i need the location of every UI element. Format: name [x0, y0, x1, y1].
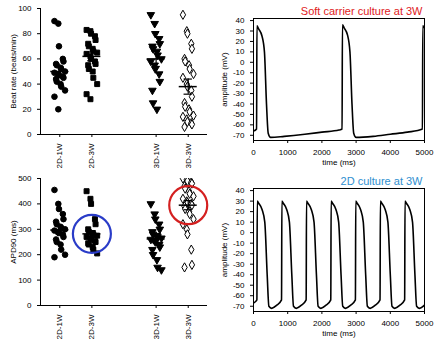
- svg-text:amplitude (mV): amplitude (mV): [220, 52, 229, 107]
- svg-text:5000: 5000: [416, 319, 434, 328]
- svg-text:0: 0: [251, 148, 256, 157]
- svg-text:40: 40: [236, 186, 245, 195]
- svg-text:2000: 2000: [313, 148, 331, 157]
- svg-text:-50: -50: [233, 110, 245, 119]
- svg-text:2D-1W: 2D-1W: [55, 143, 64, 168]
- svg-text:APD90 (ms): APD90 (ms): [9, 220, 18, 264]
- svg-text:3D-1W: 3D-1W: [152, 143, 161, 168]
- svg-text:-70: -70: [233, 131, 245, 140]
- svg-text:amplitude (mV): amplitude (mV): [220, 223, 229, 278]
- svg-text:2D-3W: 2D-3W: [87, 314, 96, 339]
- svg-text:30: 30: [236, 197, 245, 206]
- svg-text:-20: -20: [233, 79, 245, 88]
- svg-text:2D-1W: 2D-1W: [55, 314, 64, 339]
- svg-text:Beat rate (beats/min): Beat rate (beats/min): [9, 34, 18, 109]
- svg-text:-40: -40: [233, 270, 245, 279]
- svg-text:1000: 1000: [279, 148, 297, 157]
- svg-text:4000: 4000: [381, 148, 399, 157]
- svg-text:-10: -10: [233, 239, 245, 248]
- svg-text:40: 40: [236, 16, 245, 25]
- svg-text:30: 30: [236, 27, 245, 36]
- svg-text:3D-1W: 3D-1W: [152, 314, 161, 339]
- svg-text:3D-3W: 3D-3W: [184, 314, 193, 339]
- svg-text:-60: -60: [233, 120, 245, 129]
- svg-text:time (ms): time (ms): [322, 329, 356, 338]
- svg-text:400: 400: [18, 199, 32, 208]
- svg-text:1000: 1000: [279, 319, 297, 328]
- svg-text:0: 0: [251, 319, 256, 328]
- svg-text:10: 10: [236, 47, 245, 56]
- svg-text:-10: -10: [233, 68, 245, 77]
- svg-text:0: 0: [240, 58, 245, 67]
- svg-text:Soft carrier culture at 3W: Soft carrier culture at 3W: [301, 5, 423, 17]
- svg-text:3000: 3000: [347, 319, 365, 328]
- svg-text:300: 300: [18, 225, 32, 234]
- svg-text:time (ms): time (ms): [322, 158, 356, 167]
- svg-text:100: 100: [18, 276, 32, 285]
- svg-text:2000: 2000: [313, 319, 331, 328]
- svg-text:5000: 5000: [416, 148, 434, 157]
- svg-text:100: 100: [18, 4, 32, 13]
- svg-text:4000: 4000: [381, 319, 399, 328]
- svg-text:3D-3W: 3D-3W: [184, 143, 193, 168]
- svg-text:20: 20: [236, 207, 245, 216]
- svg-text:-30: -30: [233, 260, 245, 269]
- svg-text:500: 500: [18, 174, 32, 183]
- svg-text:60: 60: [23, 54, 32, 63]
- svg-text:2D culture at 3W: 2D culture at 3W: [341, 175, 424, 187]
- svg-text:80: 80: [23, 29, 32, 38]
- svg-text:10: 10: [236, 218, 245, 227]
- svg-text:-50: -50: [233, 281, 245, 290]
- svg-text:0: 0: [27, 130, 32, 139]
- svg-text:0: 0: [27, 301, 32, 310]
- svg-text:20: 20: [236, 37, 245, 46]
- svg-text:200: 200: [18, 250, 32, 259]
- svg-text:3000: 3000: [347, 148, 365, 157]
- svg-text:-70: -70: [233, 302, 245, 311]
- svg-text:0: 0: [240, 228, 245, 237]
- svg-text:-30: -30: [233, 89, 245, 98]
- svg-text:20: 20: [23, 105, 32, 114]
- svg-text:-60: -60: [233, 291, 245, 300]
- svg-text:-40: -40: [233, 100, 245, 109]
- svg-text:-20: -20: [233, 249, 245, 258]
- svg-text:2D-3W: 2D-3W: [87, 143, 96, 168]
- svg-text:40: 40: [23, 80, 32, 89]
